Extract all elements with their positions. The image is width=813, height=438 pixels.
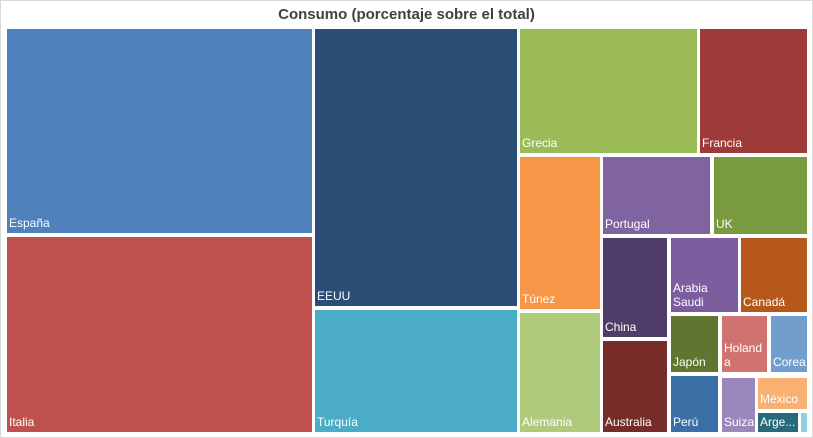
treemap-rect-australia (603, 341, 667, 432)
treemap-tile-suiza: Suiza (722, 378, 755, 432)
treemap-rect-china (603, 238, 667, 337)
treemap-label-holanda: Holand a (724, 341, 762, 369)
treemap-rect-italia (7, 237, 312, 432)
treemap-label-portugal: Portugal (605, 217, 650, 231)
treemap-label-suiza: Suiza (724, 415, 754, 429)
treemap-label-espana: España (9, 216, 50, 230)
treemap-rect-argentina (758, 413, 798, 432)
treemap-tile-holanda: Holand a (722, 316, 767, 372)
treemap-rect-japon (671, 316, 718, 372)
treemap-rect-small (801, 413, 807, 432)
treemap-rect-turquia (315, 310, 517, 432)
treemap-label-francia: Francia (702, 136, 742, 150)
treemap-label-grecia: Grecia (522, 136, 558, 150)
treemap-label-china: China (605, 320, 637, 334)
treemap-rect-uk (714, 157, 807, 234)
treemap-label-uk: UK (716, 217, 733, 231)
treemap-rect-tunez (520, 157, 600, 309)
treemap-tile-alemania: Alemania (520, 313, 600, 432)
treemap-label-tunez: Túnez (522, 292, 555, 306)
treemap-label-italia: Italia (9, 415, 35, 429)
treemap-tile-arabia-saudi: Arabia Saudi (671, 238, 738, 312)
treemap-tile-uk: UK (714, 157, 807, 234)
treemap-rect-francia (700, 29, 807, 153)
treemap-label-alemania: Alemania (522, 415, 572, 429)
treemap-label-japon: Japón (673, 355, 706, 369)
treemap-tile-canada: Canadá (741, 238, 807, 312)
treemap-tile-tunez: Túnez (520, 157, 600, 309)
treemap-rect-corea (771, 316, 807, 372)
treemap-rect-arabia-saudi (671, 238, 738, 312)
treemap-rect-suiza (722, 378, 755, 432)
treemap-tile-japon: Japón (671, 316, 718, 372)
treemap-rect-mexico (758, 378, 807, 409)
treemap-tile-francia: Francia (700, 29, 807, 153)
treemap-tile-eeuu: EEUU (315, 29, 517, 306)
treemap-tile-italia: Italia (7, 237, 312, 432)
treemap-tile-corea: Corea (771, 316, 807, 372)
treemap-label-australia: Australia (605, 415, 652, 429)
treemap-rect-peru (671, 376, 718, 432)
treemap-label-arabia-saudi: Arabia Saudi (673, 281, 708, 309)
treemap-tile-small (801, 413, 807, 432)
treemap-rect-canada (741, 238, 807, 312)
chart-title: Consumo (porcentaje sobre el total) (278, 6, 535, 23)
treemap-label-mexico: México (760, 392, 798, 406)
treemap-rect-grecia (520, 29, 697, 153)
treemap-label-turquia: Turquía (317, 415, 358, 429)
treemap-rect-portugal (603, 157, 710, 234)
treemap-label-eeuu: EEUU (317, 289, 350, 303)
treemap-tile-grecia: Grecia (520, 29, 697, 153)
treemap-tile-espana: España (7, 29, 312, 233)
treemap-rect-eeuu (315, 29, 517, 306)
treemap-rect-alemania (520, 313, 600, 432)
treemap-tile-australia: Australia (603, 341, 667, 432)
treemap-tile-china: China (603, 238, 667, 337)
treemap-rect-espana (7, 29, 312, 233)
treemap-tile-argentina: Arge... (758, 413, 798, 432)
treemap-tile-turquia: Turquía (315, 310, 517, 432)
treemap-label-canada: Canadá (743, 295, 785, 309)
treemap-rect-holanda (722, 316, 767, 372)
treemap-label-peru: Perú (673, 415, 698, 429)
treemap-tile-mexico: México (758, 378, 807, 409)
treemap-tile-portugal: Portugal (603, 157, 710, 234)
treemap-label-corea: Corea (773, 355, 806, 369)
treemap-label-argentina: Arge... (760, 415, 795, 429)
treemap-tile-peru: Perú (671, 376, 718, 432)
